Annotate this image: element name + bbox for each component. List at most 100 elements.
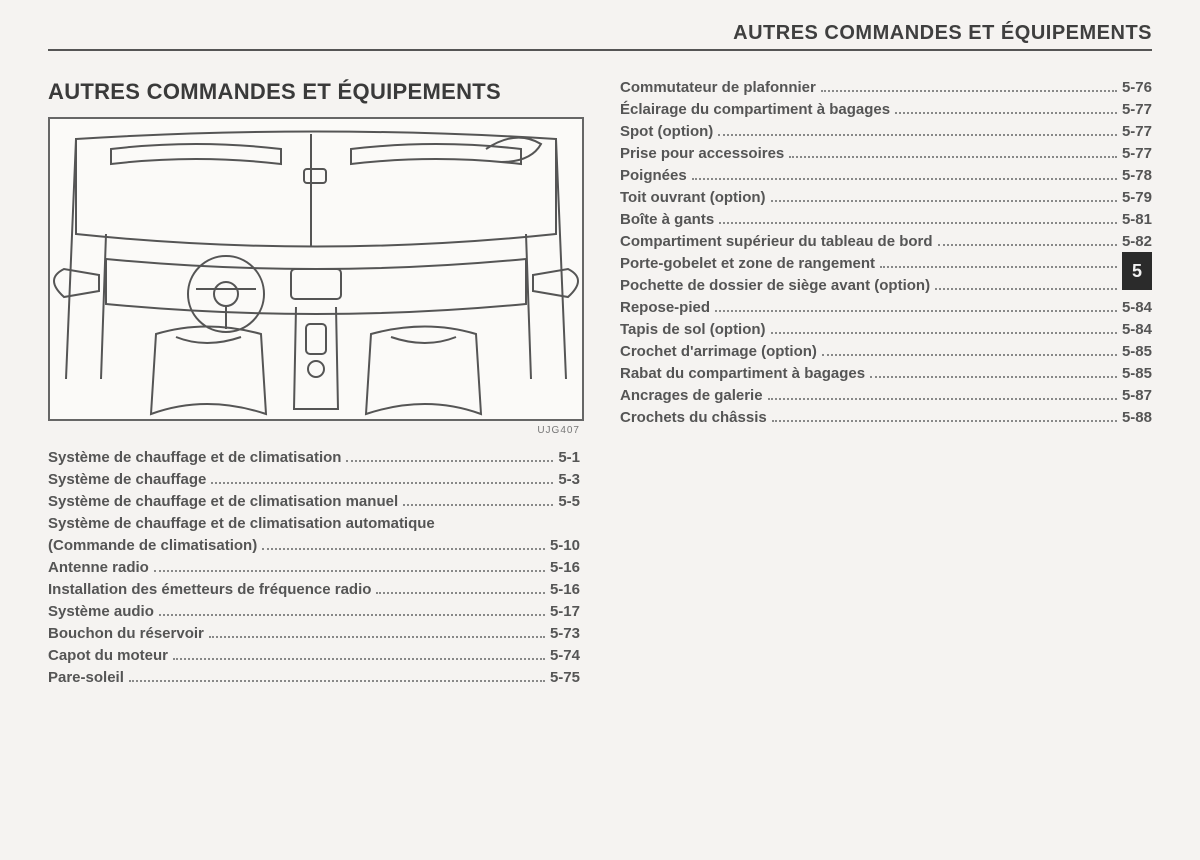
toc-leader <box>768 398 1117 400</box>
toc-entry-page: 5-74 <box>550 648 580 663</box>
toc-entry-label: Toit ouvrant (option) <box>620 190 766 205</box>
toc-leader <box>938 244 1117 246</box>
toc-entry: Bouchon du réservoir 5-73 <box>48 626 580 641</box>
toc-leader <box>159 614 545 616</box>
toc-entry: Crochet d'arrimage (option) 5-85 <box>620 344 1152 359</box>
toc-entry: Système de chauffage 5-3 <box>48 472 580 487</box>
toc-entry-label: Pare-soleil <box>48 670 124 685</box>
toc-entry-label: Porte-gobelet et zone de rangement <box>620 256 875 271</box>
toc-entry: Pochette de dossier de siège avant (opti… <box>620 278 1152 293</box>
toc-entry-page: 5-10 <box>550 538 580 553</box>
toc-entry-label: Éclairage du compartiment à bagages <box>620 102 890 117</box>
toc-entry-page: 5-84 <box>1122 322 1152 337</box>
toc-entry-page: 5-76 <box>1122 80 1152 95</box>
toc-entry-label: Compartiment supérieur du tableau de bor… <box>620 234 933 249</box>
toc-entry-page: 5-17 <box>550 604 580 619</box>
toc-leader <box>129 680 545 682</box>
toc-entry-label: Rabat du compartiment à bagages <box>620 366 865 381</box>
toc-entry-label: Crochet d'arrimage (option) <box>620 344 817 359</box>
toc-entry-page: 5-77 <box>1122 124 1152 139</box>
toc-entry-label: Système audio <box>48 604 154 619</box>
toc-leader <box>822 354 1117 356</box>
toc-leader <box>718 134 1117 136</box>
toc-entry-page: 5-87 <box>1122 388 1152 403</box>
section-title: AUTRES COMMANDES ET ÉQUIPEMENTS <box>48 79 580 105</box>
toc-entry: Boîte à gants 5-81 <box>620 212 1152 227</box>
toc-entry-page: 5-77 <box>1122 102 1152 117</box>
toc-leader <box>154 570 545 572</box>
toc-entry: Capot du moteur 5-74 <box>48 648 580 663</box>
toc-entry-page: 5-85 <box>1122 366 1152 381</box>
toc-left: Système de chauffage et de climatisation… <box>48 450 580 685</box>
toc-entry: Commutateur de plafonnier5-76 <box>620 80 1152 95</box>
toc-entry: Antenne radio 5-16 <box>48 560 580 575</box>
toc-entry-page: 5-16 <box>550 560 580 575</box>
toc-entry-label: Prise pour accessoires <box>620 146 784 161</box>
toc-entry-page: 5-1 <box>558 450 580 465</box>
toc-leader <box>870 376 1117 378</box>
toc-entry: Système audio 5-17 <box>48 604 580 619</box>
toc-entry: Tapis de sol (option) 5-84 <box>620 322 1152 337</box>
toc-leader <box>715 310 1117 312</box>
toc-entry-label: Ancrages de galerie <box>620 388 763 403</box>
right-column: Commutateur de plafonnier5-76 Éclairage d… <box>620 73 1152 692</box>
toc-entry-page: 5-79 <box>1122 190 1152 205</box>
toc-leader <box>821 90 1117 92</box>
toc-entry-page: 5-73 <box>550 626 580 641</box>
toc-leader <box>771 332 1117 334</box>
toc-entry: Compartiment supérieur du tableau de bor… <box>620 234 1152 249</box>
toc-entry: Prise pour accessoires5-77 <box>620 146 1152 161</box>
toc-entry-label: Système de chauffage et de climatisation <box>48 450 341 465</box>
toc-leader <box>789 156 1117 158</box>
toc-entry: Spot (option) 5-77 <box>620 124 1152 139</box>
toc-entry-label: Bouchon du réservoir <box>48 626 204 641</box>
toc-entry-page: 5-78 <box>1122 168 1152 183</box>
toc-entry-page: 5-3 <box>558 472 580 487</box>
toc-entry-page: 5-81 <box>1122 212 1152 227</box>
toc-entry: Pare-soleil5-75 <box>48 670 580 685</box>
toc-entry: Crochets du châssis 5-88 <box>620 410 1152 425</box>
toc-entry: Installation des émetteurs de fréquence … <box>48 582 580 597</box>
toc-entry-page: 5-88 <box>1122 410 1152 425</box>
dashboard-illustration <box>48 117 584 421</box>
page-header: AUTRES COMMANDES ET ÉQUIPEMENTS <box>48 22 1152 51</box>
toc-right: Commutateur de plafonnier5-76 Éclairage d… <box>620 80 1152 425</box>
toc-entry-label: Poignées <box>620 168 687 183</box>
toc-entry: (Commande de climatisation) 5-10 <box>48 538 580 553</box>
toc-entry: Ancrages de galerie 5-87 <box>620 388 1152 403</box>
toc-entry: Système de chauffage et de climatisation… <box>48 494 580 509</box>
toc-entry-label: Boîte à gants <box>620 212 714 227</box>
left-column: AUTRES COMMANDES ET ÉQUIPEMENTS <box>48 73 580 692</box>
toc-entry-label: Spot (option) <box>620 124 713 139</box>
toc-entry-label: Crochets du châssis <box>620 410 767 425</box>
toc-entry-page: 5-85 <box>1122 344 1152 359</box>
toc-entry-page: 5-5 <box>558 494 580 509</box>
toc-leader <box>173 658 545 660</box>
toc-leader <box>880 266 1117 268</box>
toc-entry-label: Tapis de sol (option) <box>620 322 766 337</box>
toc-leader <box>895 112 1117 114</box>
figure-code: UJG407 <box>48 425 580 436</box>
toc-entry-label: Repose-pied <box>620 300 710 315</box>
toc-entry-label: (Commande de climatisation) <box>48 538 257 553</box>
toc-leader <box>209 636 545 638</box>
toc-entry-label: Antenne radio <box>48 560 149 575</box>
toc-entry: Rabat du compartiment à bagages 5-85 <box>620 366 1152 381</box>
toc-entry: Repose-pied 5-84 <box>620 300 1152 315</box>
content-columns: AUTRES COMMANDES ET ÉQUIPEMENTS <box>48 73 1152 692</box>
toc-leader <box>403 504 553 506</box>
toc-entry-label: Pochette de dossier de siège avant (opti… <box>620 278 930 293</box>
toc-entry-page: 5-84 <box>1122 300 1152 315</box>
toc-entry-label: Système de chauffage et de climatisation… <box>48 516 580 531</box>
toc-entry: Toit ouvrant (option) 5-79 <box>620 190 1152 205</box>
toc-entry-page: 5-16 <box>550 582 580 597</box>
toc-entry-label: Capot du moteur <box>48 648 168 663</box>
toc-leader <box>376 592 545 594</box>
toc-entry: Éclairage du compartiment à bagages 5-77 <box>620 102 1152 117</box>
toc-leader <box>211 482 553 484</box>
toc-leader <box>346 460 553 462</box>
toc-leader <box>692 178 1117 180</box>
toc-entry: Système de chauffage et de climatisation… <box>48 450 580 465</box>
toc-leader <box>772 420 1117 422</box>
toc-entry-label: Système de chauffage <box>48 472 206 487</box>
